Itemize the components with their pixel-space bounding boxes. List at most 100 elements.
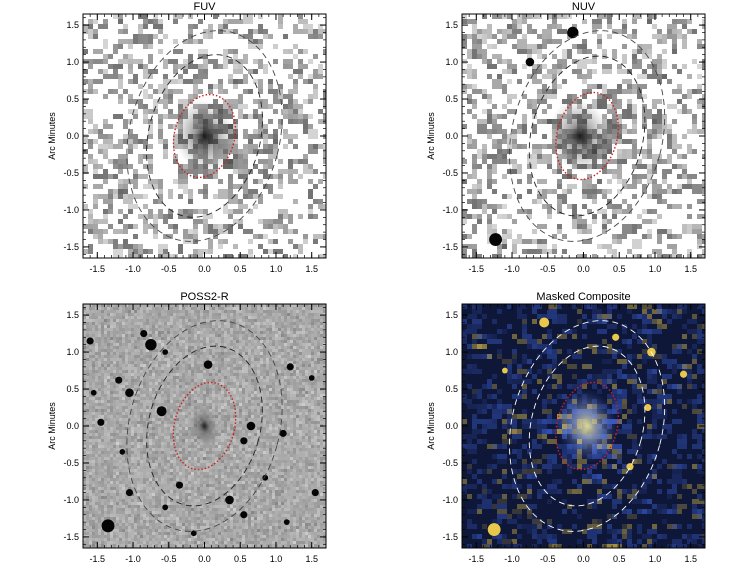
outer-aperture-ellipse — [126, 320, 283, 532]
outer-aperture-ellipse — [146, 345, 263, 507]
y-axis-label: Arc Minutes — [47, 402, 57, 450]
star — [679, 370, 688, 378]
panel-1: -1.5 -1.0 -0.5 0.0 0.5 1.0 1.5 1.5 1.0 0.5 0.0 -0.5… — [47, 1, 327, 274]
y-tick-label: 0.0 — [445, 131, 458, 141]
galaxy — [556, 389, 618, 463]
star — [125, 488, 134, 497]
x-tick-label: -1.0 — [125, 264, 141, 274]
star — [145, 338, 157, 351]
star — [115, 376, 123, 384]
y-tick-label: -0.5 — [63, 168, 79, 178]
x-tick-label: -1.5 — [90, 264, 106, 274]
x-tick-label: -0.5 — [540, 264, 556, 274]
star — [487, 523, 501, 536]
y-tick-label: -1.0 — [442, 205, 458, 215]
star — [246, 421, 256, 431]
y-tick-label: -0.5 — [442, 168, 458, 178]
x-tick-label: 1.0 — [270, 264, 283, 274]
image-area — [462, 14, 705, 258]
y-tick-label: -0.5 — [63, 458, 79, 468]
y-tick-label: -1.5 — [442, 532, 458, 542]
y-tick-label: -1.5 — [442, 242, 458, 252]
y-axis-label: Arc Minutes — [47, 112, 57, 160]
y-tick-label: -0.5 — [442, 458, 458, 468]
y-axis-label: Arc Minutes — [426, 112, 436, 160]
y-tick-label: 0.5 — [66, 94, 79, 104]
star — [311, 488, 319, 497]
y-tick-label: 0.5 — [66, 384, 79, 394]
y-tick-label: -1.0 — [63, 205, 79, 215]
star — [86, 337, 94, 345]
star — [203, 360, 213, 369]
star — [156, 406, 167, 417]
y-tick-label: -1.0 — [442, 495, 458, 505]
star — [240, 511, 248, 519]
x-tick-label: 0.0 — [198, 554, 211, 564]
panel-title: NUV — [572, 1, 596, 13]
y-tick-label: 0.5 — [445, 384, 458, 394]
star — [567, 26, 579, 39]
x-tick-label: 0.5 — [613, 264, 626, 274]
y-axis-label: Arc Minutes — [426, 402, 436, 450]
outer-aperture-ellipse — [528, 55, 646, 217]
galaxy — [188, 404, 221, 448]
y-tick-label: 1.5 — [66, 20, 79, 30]
star — [539, 317, 550, 328]
x-tick-label: 0.5 — [234, 264, 247, 274]
star — [97, 418, 105, 426]
star — [162, 349, 169, 355]
image-area — [462, 304, 705, 548]
star — [190, 530, 197, 537]
star — [225, 495, 234, 505]
star — [286, 363, 294, 371]
star — [612, 333, 620, 341]
star — [644, 403, 652, 412]
x-tick-label: 1.0 — [649, 264, 662, 274]
outer-aperture-ellipse — [146, 54, 263, 218]
y-tick-label: 1.0 — [66, 57, 79, 67]
star — [502, 367, 508, 374]
x-tick-label: -0.5 — [161, 554, 177, 564]
x-tick-label: 1.5 — [305, 264, 318, 274]
galaxy — [173, 99, 236, 173]
star — [262, 474, 269, 481]
y-tick-label: -1.0 — [63, 495, 79, 505]
x-tick-label: 0.5 — [613, 554, 626, 564]
star — [283, 519, 290, 525]
y-tick-label: 1.0 — [445, 57, 458, 67]
x-tick-label: -0.5 — [161, 264, 177, 274]
y-tick-label: 1.5 — [445, 20, 458, 30]
x-tick-label: -0.5 — [540, 554, 556, 564]
y-tick-label: 1.5 — [445, 310, 458, 320]
x-tick-label: 1.5 — [684, 554, 697, 564]
panel-title: FUV — [194, 1, 217, 13]
x-tick-label: 0.0 — [577, 264, 590, 274]
x-tick-label: 1.0 — [649, 554, 662, 564]
panel-title: POSS2-R — [180, 291, 228, 303]
y-tick-label: -1.5 — [63, 532, 79, 542]
x-tick-label: 0.0 — [198, 264, 211, 274]
x-tick-label: -1.5 — [90, 554, 106, 564]
x-tick-label: 1.0 — [270, 554, 283, 564]
panel-2: -1.5 -1.0 -0.5 0.0 0.5 1.0 1.5 1.5 1.0 0.5 0.0 -0.5… — [426, 1, 706, 274]
x-tick-label: -1.0 — [125, 554, 141, 564]
outer-aperture-ellipse — [126, 30, 283, 242]
x-tick-label: 1.5 — [684, 264, 697, 274]
star — [175, 481, 184, 489]
galaxy — [549, 99, 611, 173]
y-tick-label: 1.0 — [445, 347, 458, 357]
x-tick-label: -1.0 — [504, 264, 520, 274]
x-tick-label: 0.0 — [577, 554, 590, 564]
y-tick-label: 1.0 — [66, 347, 79, 357]
image-area — [83, 14, 326, 258]
star — [125, 388, 134, 398]
panel-title: Masked Composite — [536, 291, 630, 303]
star — [162, 504, 169, 511]
y-tick-label: 0.0 — [445, 421, 458, 431]
image-area — [83, 304, 326, 548]
inner-aperture-ellipse — [555, 91, 619, 181]
y-tick-label: 0.5 — [445, 94, 458, 104]
outer-aperture-ellipse — [509, 320, 666, 532]
x-tick-label: -1.5 — [469, 264, 485, 274]
